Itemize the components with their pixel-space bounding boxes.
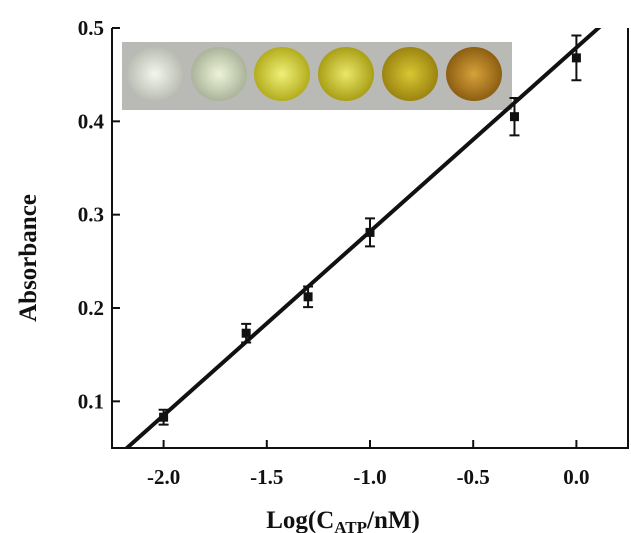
data-point <box>365 227 375 237</box>
data-point <box>303 292 313 302</box>
y-tick-label: 0.3 <box>78 203 104 227</box>
data-point <box>159 412 169 422</box>
x-tick-label: -0.5 <box>457 465 490 489</box>
x-tick-label: -1.5 <box>250 465 283 489</box>
x-tick-label: 0.0 <box>563 465 589 489</box>
x-axis-label: Log(CATP/nM) <box>266 507 420 533</box>
y-tick-label: 0.1 <box>78 389 104 413</box>
y-tick-label: 0.5 <box>78 16 104 40</box>
data-point <box>571 53 581 63</box>
y-axis-label: Absorbance <box>15 194 42 322</box>
well-photo <box>122 42 512 110</box>
y-tick-label: 0.4 <box>78 109 105 133</box>
data-point <box>241 328 251 338</box>
y-tick-label: 0.2 <box>78 296 104 320</box>
x-tick-label: -1.0 <box>353 465 386 489</box>
data-point <box>509 112 519 122</box>
x-tick-label: -2.0 <box>147 465 180 489</box>
